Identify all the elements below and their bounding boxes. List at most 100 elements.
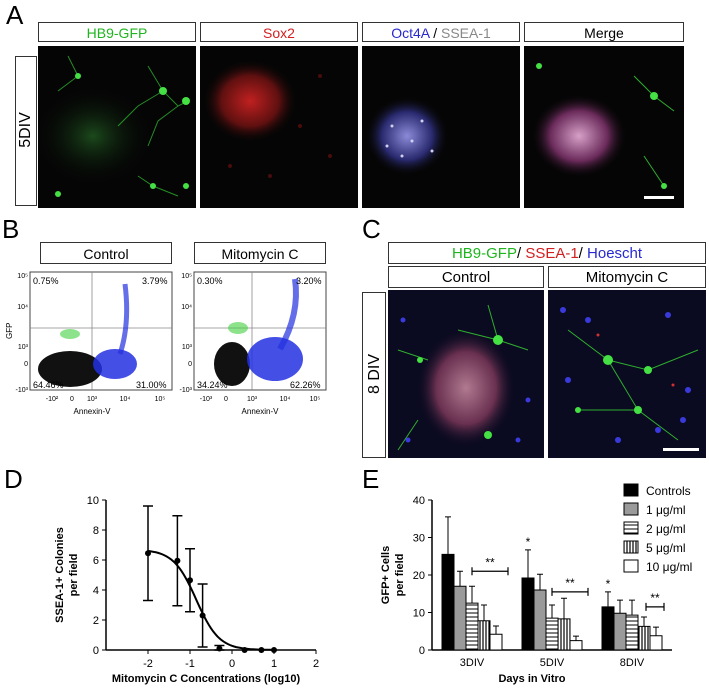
e-annotation-double: ** xyxy=(565,576,575,590)
e-legend-swatch xyxy=(623,540,639,554)
e-legend-label: 2 μg/ml xyxy=(646,522,686,536)
e-bar xyxy=(441,553,455,651)
panel-c-letter: C xyxy=(362,214,381,244)
c-header-hoe: Hoescht xyxy=(587,245,643,262)
header-sox2-label: Sox2 xyxy=(263,25,295,41)
flow2-ytick-0: 10⁵ xyxy=(181,273,192,280)
micrograph-merge-svg xyxy=(531,63,675,199)
e-ytick-label: 10 xyxy=(413,608,425,620)
c-row-label-text: 8 DIV xyxy=(366,354,383,395)
e-legend-label: Controls xyxy=(646,484,691,498)
e-bar xyxy=(613,612,627,651)
header-sep: / xyxy=(429,25,441,41)
e-ytick-label: 20 xyxy=(413,570,425,582)
header-oct4a-ssea1: Oct4A / SSEA-1 xyxy=(362,22,520,42)
d-point xyxy=(199,612,206,619)
scale-bar xyxy=(644,196,674,199)
flow2-xtick-1: 0 xyxy=(224,396,228,403)
chart-d-marks xyxy=(143,505,277,653)
d-ytick-label: 8 xyxy=(93,525,99,537)
e-bar xyxy=(637,625,651,651)
flow-title-mitomycin: Mitomycin C xyxy=(194,242,326,264)
d-point xyxy=(216,645,223,652)
micrograph-c-control xyxy=(388,290,544,458)
c-header-sep2: / xyxy=(578,245,588,262)
flow2-ytick-4: -10³ xyxy=(180,387,193,394)
header-hb9-gfp: HB9-GFP xyxy=(38,22,196,42)
panel-d-letter: D xyxy=(4,464,23,494)
micrograph-c-mitomycin xyxy=(548,290,706,458)
header-merge: Merge xyxy=(524,22,684,42)
d-xtick-label: 2 xyxy=(313,658,319,670)
e-legend-swatch xyxy=(623,483,639,497)
header-hb9-gfp-label: HB9-GFP xyxy=(86,25,148,41)
d-point xyxy=(258,647,265,653)
micrograph-c-mitomycin-svg xyxy=(560,307,699,451)
flow1-ytick-3: 0 xyxy=(24,361,28,368)
e-bar xyxy=(557,618,571,651)
flow1-q-lr: 31.00% xyxy=(136,380,167,390)
e-xtick-label: 5DIV xyxy=(540,657,565,669)
panel-a-letter: A xyxy=(6,0,24,30)
flow1-xtick-3: 10⁴ xyxy=(120,396,131,403)
flow-cytometry-plots: 0.75% 3.79% 64.46% 31.00% GFP Annexin-V … xyxy=(5,271,327,416)
micrograph-c-control-svg xyxy=(397,304,531,451)
chart-e-ylabel: GFP+ Cells per field xyxy=(380,546,406,604)
c-col-control-text: Control xyxy=(441,269,491,286)
row-label-5div: 5DIV xyxy=(15,56,37,206)
e-annotation-double: ** xyxy=(485,555,495,569)
c-header-ssea: SSEA-1 xyxy=(525,245,579,262)
d-ytick-label: 4 xyxy=(93,585,99,597)
flow2-xtick-0: -10³ xyxy=(200,396,213,403)
flow2-ytick-1: 10⁴ xyxy=(181,304,192,311)
e-legend-label: 10 μg/ml xyxy=(646,560,692,574)
e-ytick-label: 40 xyxy=(413,495,425,507)
flow1-xtick-0: -10² xyxy=(46,396,59,403)
d-point xyxy=(241,647,248,653)
e-bar xyxy=(601,606,615,651)
micrograph-gfp-svg xyxy=(38,55,190,197)
micrograph-oct4a-svg xyxy=(365,96,449,176)
chart-d-axes: 0 2 4 6 8 10 -2 -1 0 1 2 xyxy=(87,495,319,670)
flow-title-control: Control xyxy=(40,242,172,264)
chart-d-ylabel: SSEA-1+ Colonies per field xyxy=(54,527,80,623)
d-ylabel-line1: SSEA-1+ Colonies xyxy=(54,527,66,623)
flow1-ytick-0: 10⁵ xyxy=(17,273,28,280)
e-ytick-label: 0 xyxy=(419,645,425,657)
d-point xyxy=(174,557,181,564)
d-ytick-label: 6 xyxy=(93,555,99,567)
flow1-ytick-1: 10⁴ xyxy=(17,304,28,311)
flow1-xlabel: Annexin-V xyxy=(74,407,112,416)
chart-d-xlabel: Mitomycin C Concentrations (log10) xyxy=(112,673,301,685)
micrograph-sox2-svg xyxy=(202,59,332,178)
flow2-q-lr: 62.26% xyxy=(290,380,321,390)
e-bar xyxy=(649,635,663,651)
d-point xyxy=(187,577,193,584)
flow2-xtick-3: 10⁴ xyxy=(280,396,291,403)
e-annotation-star: * xyxy=(606,577,611,591)
c-header-sep1: / xyxy=(516,245,526,262)
c-scale-bar xyxy=(663,448,699,451)
e-xtick-label: 3DIV xyxy=(460,657,485,669)
e-bar xyxy=(533,589,547,651)
c-row-label-8div: 8 DIV xyxy=(362,292,386,458)
micrograph-merge xyxy=(524,46,684,208)
e-bar xyxy=(489,633,503,651)
micrograph-sox2 xyxy=(200,46,358,208)
flow2-xtick-4: 10⁵ xyxy=(310,396,321,403)
flow1-ytick-2: 10³ xyxy=(18,344,29,351)
e-legend-label: 5 μg/ml xyxy=(646,541,686,555)
d-xtick-label: 0 xyxy=(229,658,235,670)
e-bar xyxy=(569,640,583,651)
flow2-xtick-2: 10³ xyxy=(247,396,258,403)
flow-title-control-text: Control xyxy=(83,246,129,262)
flow-plot-control: 0.75% 3.79% 64.46% 31.00% GFP Annexin-V … xyxy=(5,271,173,416)
d-xtick-label: -2 xyxy=(143,658,153,670)
c-header-gfp: HB9-GFP xyxy=(451,245,517,262)
e-bar xyxy=(521,577,535,651)
d-xtick-label: 1 xyxy=(271,658,277,670)
flow1-q-ul: 0.75% xyxy=(33,276,59,286)
flow2-q-ul: 0.30% xyxy=(197,276,223,286)
d-ylabel-line2: per field xyxy=(68,554,80,597)
flow1-ytick-4: -10³ xyxy=(16,387,29,394)
